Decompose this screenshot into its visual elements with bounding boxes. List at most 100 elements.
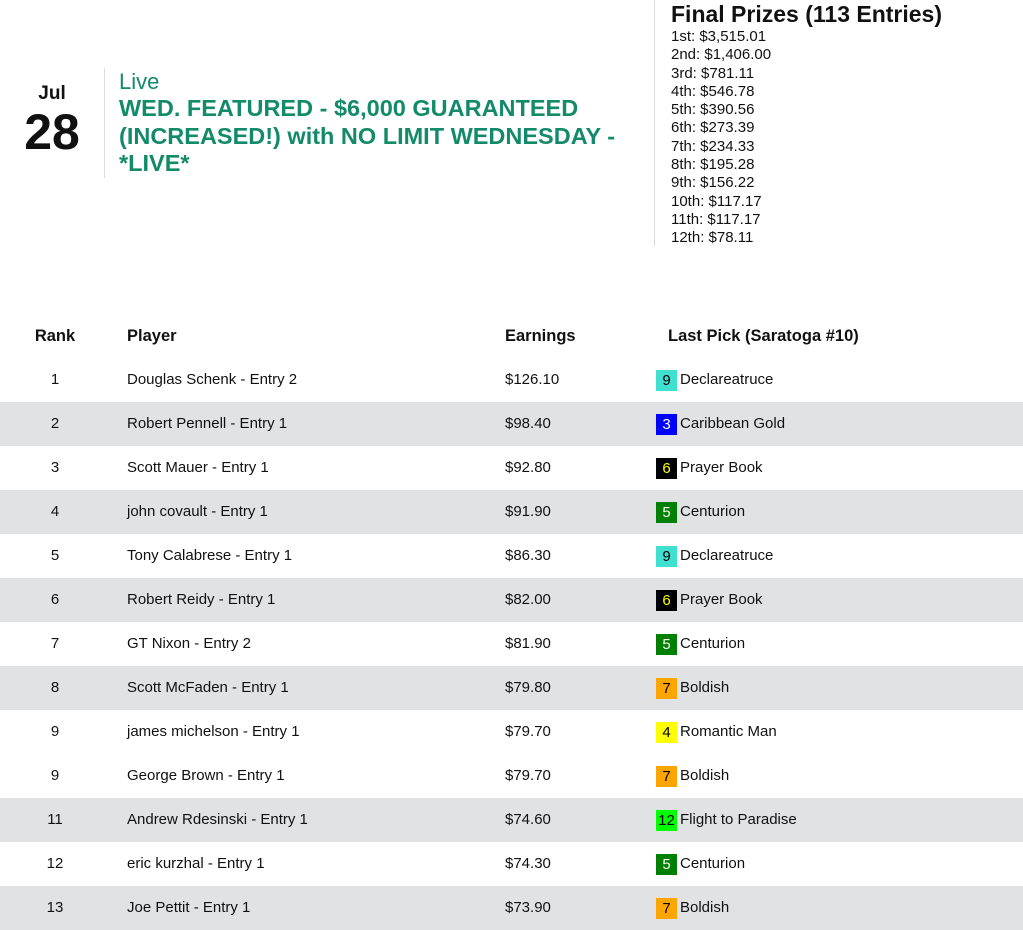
rank-cell: 9 [50, 767, 60, 784]
player-cell[interactable]: George Brown - Entry 1 [127, 767, 285, 784]
last-pick-cell: 7 Boldish [656, 754, 729, 798]
rank-cell: 13 [46, 899, 64, 916]
rank-cell: 4 [50, 503, 60, 520]
earnings-cell: $81.90 [505, 635, 551, 652]
table-row[interactable]: 12 eric kurzhal - Entry 1 $74.30 5 Centurion [0, 842, 1023, 886]
rank-cell: 9 [50, 723, 60, 740]
rank-cell: 2 [50, 415, 60, 432]
earnings-cell: $74.30 [505, 855, 551, 872]
prize-line: 1st: $3,515.01 [671, 28, 767, 45]
table-row[interactable]: 13 Joe Pettit - Entry 1 $73.90 7 Boldish [0, 886, 1023, 930]
rank-cell: 11 [47, 811, 63, 828]
table-body: 1 Douglas Schenk - Entry 2 $126.10 9 Declare… [0, 358, 1023, 930]
earnings-cell: $98.40 [505, 415, 551, 432]
earnings-cell: $74.60 [505, 811, 551, 828]
horse-name: Centurion [680, 855, 746, 872]
table-row[interactable]: 4 john covault - Entry 1 $91.90 5 Centurion [0, 490, 1023, 534]
saddle-cloth-number-badge: 12 [656, 809, 677, 831]
prizes-title: Final Prizes (113 Entries) [671, 1, 943, 27]
table-row[interactable]: 8 Scott McFaden - Entry 1 $79.80 7 Boldish [0, 666, 1023, 710]
player-cell[interactable]: Tony Calabrese - Entry 1 [127, 547, 293, 564]
last-pick-cell: 6 Prayer Book [656, 578, 763, 622]
rank-cell: 5 [50, 547, 60, 564]
last-pick-cell: 4 Romantic Man [656, 710, 777, 754]
rank-cell: 1 [50, 371, 60, 388]
earnings-cell: $79.80 [505, 679, 551, 696]
event-title: WED. FEATURED - $6,000 GUARANTEED (INCRE… [119, 95, 616, 176]
rank-cell: 6 [50, 591, 60, 608]
final-prizes-panel: Final Prizes (113 Entries) 1st: $3,515.0… [654, 0, 942, 246]
earnings-cell: $86.30 [505, 547, 551, 564]
prize-list: 1st: $3,515.01 2nd: $1,406.00 3rd: $781.11… [671, 28, 942, 248]
earnings-cell: $73.90 [505, 899, 551, 916]
horse-name: Centurion [680, 503, 746, 520]
prize-line: 6th: $273.39 [671, 119, 755, 137]
event-month: Jul [38, 83, 66, 104]
table-row[interactable]: 1 Douglas Schenk - Entry 2 $126.10 9 Declare… [0, 358, 1023, 402]
event-status: Live [119, 69, 160, 94]
last-pick-cell: 5 Centurion [656, 490, 745, 534]
horse-name: Romantic Man [680, 723, 777, 740]
last-pick-cell: 12 Flight to Paradise [656, 798, 797, 842]
prize-line: 12th: $78.11 [671, 229, 754, 247]
saddle-cloth-number-badge: 5 [656, 501, 677, 523]
table-row[interactable]: 9 George Brown - Entry 1 $79.70 7 Boldish [0, 754, 1023, 798]
event-date: Jul 28 [0, 82, 104, 158]
last-pick-cell: 7 Boldish [656, 886, 729, 930]
player-cell[interactable]: Scott McFaden - Entry 1 [127, 679, 289, 696]
horse-name: Caribbean Gold [680, 415, 786, 432]
player-cell[interactable]: Douglas Schenk - Entry 2 [127, 371, 298, 388]
last-pick-cell: 6 Prayer Book [656, 446, 763, 490]
player-cell[interactable]: james michelson - Entry 1 [127, 723, 300, 740]
player-cell[interactable]: eric kurzhal - Entry 1 [127, 855, 265, 872]
player-cell[interactable]: Joe Pettit - Entry 1 [127, 899, 251, 916]
table-row[interactable]: 2 Robert Pennell - Entry 1 $98.40 3 Caribbea… [0, 402, 1023, 446]
leaderboard-table: Rank Player Earnings Last Pick (Saratoga… [0, 314, 1023, 930]
horse-name: Prayer Book [680, 459, 763, 476]
player-cell[interactable]: Andrew Rdesinski - Entry 1 [127, 811, 308, 828]
last-pick-cell: 9 Declareatruce [656, 534, 773, 578]
table-row[interactable]: 5 Tony Calabrese - Entry 1 $86.30 9 Declarea… [0, 534, 1023, 578]
header-last-pick[interactable]: Last Pick (Saratoga #10) [668, 327, 859, 345]
saddle-cloth-number-badge: 4 [656, 721, 677, 743]
rank-cell: 12 [46, 855, 64, 872]
table-row[interactable]: 7 GT Nixon - Entry 2 $81.90 5 Centurion [0, 622, 1023, 666]
saddle-cloth-number-badge: 7 [656, 897, 677, 919]
rank-cell: 8 [50, 679, 60, 696]
player-cell[interactable]: Robert Reidy - Entry 1 [127, 591, 276, 608]
horse-name: Boldish [680, 899, 730, 916]
saddle-cloth-number-badge: 5 [656, 633, 677, 655]
saddle-cloth-number-badge: 9 [656, 545, 677, 567]
player-cell[interactable]: Robert Pennell - Entry 1 [127, 415, 288, 432]
saddle-cloth-number-badge: 3 [656, 413, 677, 435]
prize-line: 5th: $390.56 [671, 101, 755, 119]
prize-line: 2nd: $1,406.00 [671, 46, 772, 64]
table-row[interactable]: 11 Andrew Rdesinski - Entry 1 $74.60 12 Flig… [0, 798, 1023, 842]
player-cell[interactable]: GT Nixon - Entry 2 [127, 635, 251, 652]
earnings-cell: $82.00 [505, 591, 551, 608]
table-row[interactable]: 6 Robert Reidy - Entry 1 $82.00 6 Prayer Boo… [0, 578, 1023, 622]
player-cell[interactable]: john covault - Entry 1 [127, 503, 268, 520]
earnings-cell: $79.70 [505, 723, 551, 740]
divider [104, 68, 105, 178]
header-rank[interactable]: Rank [34, 327, 76, 345]
horse-name: Declareatruce [680, 371, 774, 388]
header-player[interactable]: Player [127, 327, 177, 345]
horse-name: Prayer Book [680, 591, 763, 608]
prize-line: 8th: $195.28 [671, 156, 755, 174]
horse-name: Boldish [680, 679, 730, 696]
table-row[interactable]: 3 Scott Mauer - Entry 1 $92.80 6 Prayer Book [0, 446, 1023, 490]
table-row[interactable]: 9 james michelson - Entry 1 $79.70 4 Romanti… [0, 710, 1023, 754]
table-header: Rank Player Earnings Last Pick (Saratoga… [0, 314, 1023, 358]
header-earnings[interactable]: Earnings [505, 327, 576, 345]
player-cell[interactable]: Scott Mauer - Entry 1 [127, 459, 269, 476]
saddle-cloth-number-badge: 9 [656, 369, 677, 391]
event-day: 28 [24, 104, 80, 160]
horse-name: Declareatruce [680, 547, 774, 564]
horse-name: Boldish [680, 767, 730, 784]
rank-cell: 3 [50, 459, 60, 476]
rank-cell: 7 [50, 635, 60, 652]
last-pick-cell: 7 Boldish [656, 666, 729, 710]
earnings-cell: $126.10 [505, 371, 560, 388]
horse-name: Centurion [680, 635, 746, 652]
